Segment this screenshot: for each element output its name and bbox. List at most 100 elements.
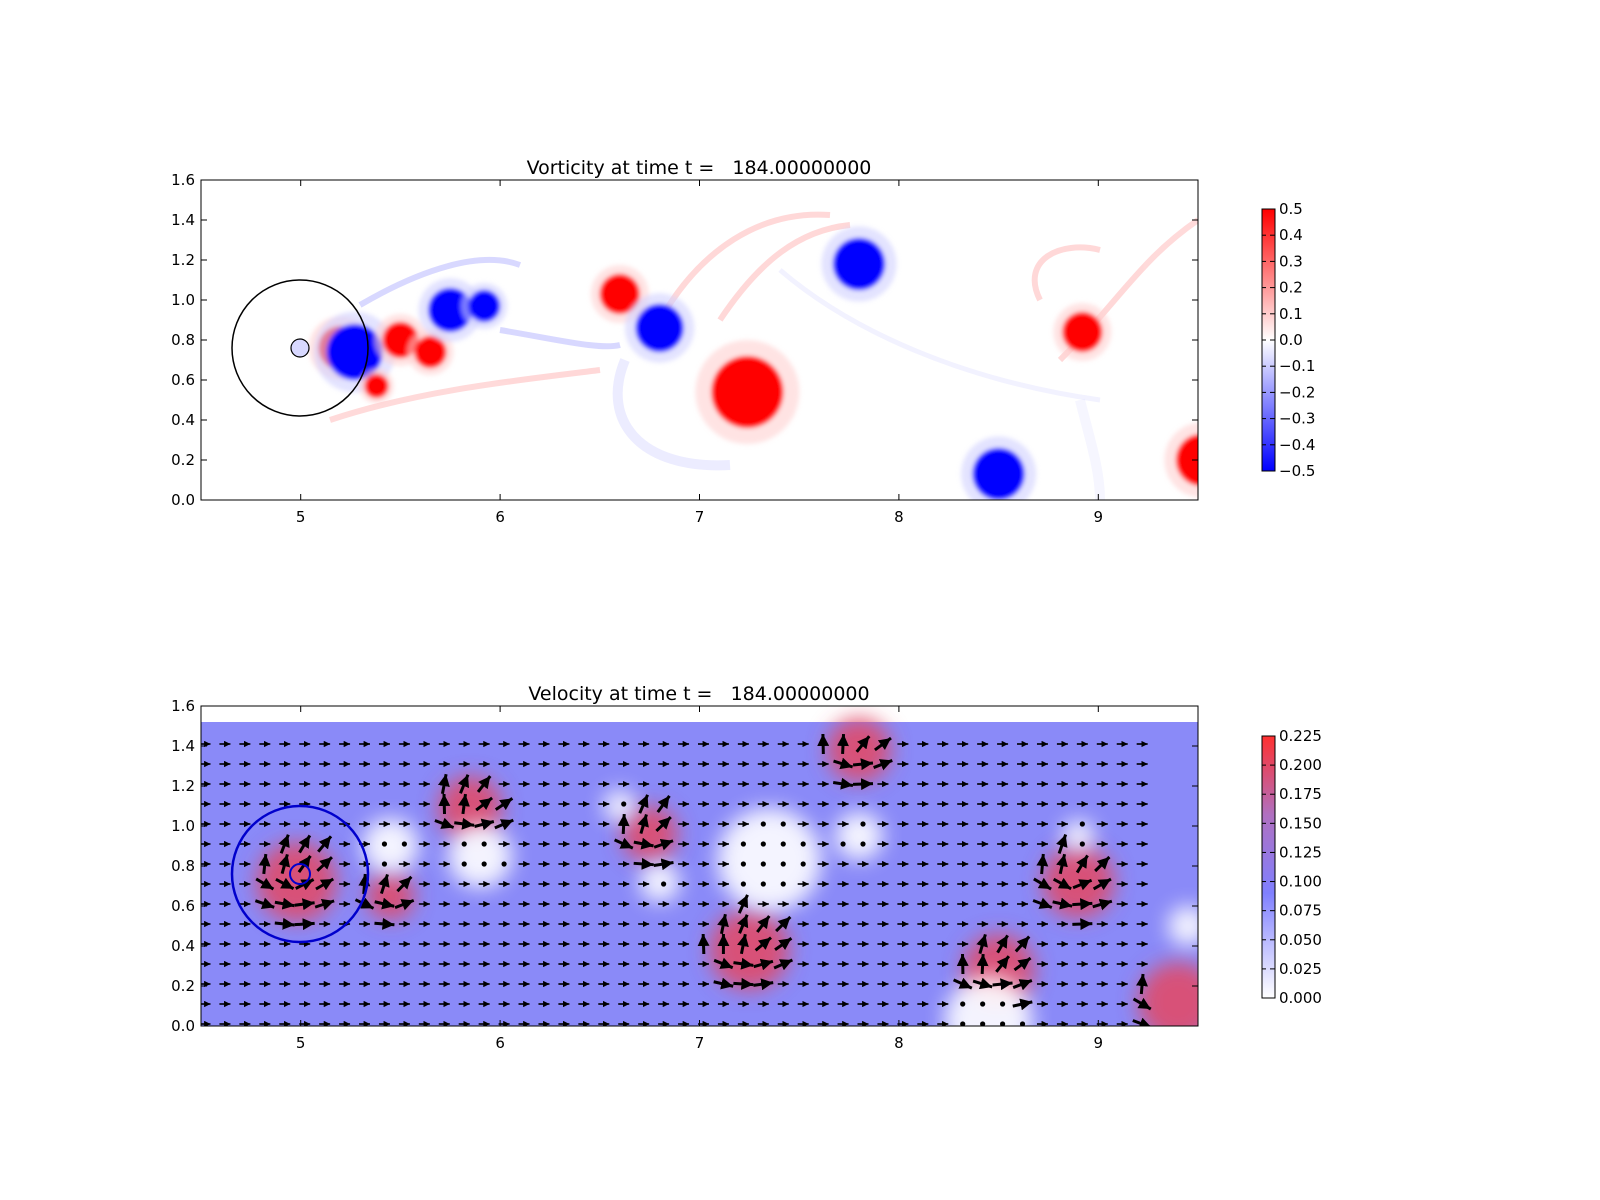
quiver-arrow (315, 877, 335, 891)
quiver-arrow (278, 853, 291, 875)
quiver-arrow (637, 794, 649, 814)
quiver-arrow (457, 774, 470, 794)
stagnation-region (639, 862, 680, 902)
colorbar-tick-label: 0.075 (1279, 902, 1322, 920)
quiver-arrow (1072, 878, 1093, 891)
quiver-dot (1019, 1021, 1026, 1026)
quiver-arrow (316, 856, 333, 872)
quiver-dot (1079, 821, 1085, 827)
quiver-arrow (1052, 897, 1073, 910)
stagnation-region (448, 824, 513, 888)
quiver-arrow (617, 813, 630, 835)
quiver-arrow (992, 978, 1013, 991)
quiver-arrow (358, 873, 371, 895)
x-tick-label: 6 (495, 1034, 505, 1052)
quiver-arrow (378, 874, 390, 894)
quiver-arrow (1132, 997, 1152, 1011)
quiver-dot (760, 881, 766, 887)
quiver-arrow (833, 757, 854, 770)
quiver-arrow (773, 958, 794, 971)
quiver-arrow (438, 793, 451, 815)
colorbar-tick-label: 0.175 (1279, 785, 1322, 803)
x-tick-label: 9 (1094, 1034, 1104, 1052)
quiver-dot (760, 861, 766, 867)
quiver-dot (800, 861, 806, 867)
quiver-arrow (852, 778, 874, 791)
quiver-arrow (1094, 855, 1111, 873)
quiver-arrow (254, 897, 275, 909)
positive-vortex (1176, 434, 1198, 486)
quiver-arrow (713, 957, 734, 970)
quiver-arrow (995, 955, 1011, 973)
quiver-dot (800, 841, 806, 847)
quiver-arrow (754, 936, 772, 952)
high-speed-region (256, 842, 337, 922)
negative-vortex (468, 290, 501, 322)
quiver-dot (740, 861, 746, 867)
outer-circle (231, 279, 369, 417)
quiver-arrow (737, 894, 749, 914)
quiver-arrow (1092, 877, 1112, 891)
quiver-arrow (713, 977, 734, 990)
negative-vortex (428, 288, 473, 332)
body-circles (231, 279, 369, 417)
y-tick-label: 0.6 (171, 897, 195, 915)
y-tick-label: 1.6 (171, 171, 195, 189)
vortex-halo (1164, 422, 1198, 498)
quiver-dot (780, 861, 786, 867)
y-tick-label: 0.0 (171, 1017, 195, 1035)
quiver-arrow (494, 797, 514, 811)
colorbar-tick-label: −0.3 (1279, 410, 1315, 428)
y-tick-label: 0.6 (171, 371, 195, 389)
quiver-arrow (976, 953, 989, 975)
x-tick-label: 7 (695, 1034, 705, 1052)
positive-vortex (711, 356, 784, 428)
cylinder-icon-velocity (289, 863, 311, 885)
body-circles-velocity (230, 804, 370, 944)
quiver-arrow (655, 815, 672, 833)
quiver-dot (621, 801, 627, 807)
stagnation-region (944, 976, 1033, 1026)
velocity-title: Velocity at time t = 184.00000000 (528, 683, 869, 705)
quiver-arrow (1075, 854, 1089, 874)
quiver-arrow (836, 733, 849, 755)
quiver-arrow (454, 817, 475, 830)
vorticity-axes: 5 6 7 8 9 0.0 0.2 0.4 0.6 0.8 1.0 1.2 1.4 1.6 (171, 171, 1198, 526)
quiver-arrow (1013, 956, 1032, 972)
quiver-arrow (258, 853, 271, 875)
velocity-colorbar-gradient (1261, 735, 1276, 999)
quiver-arrow (656, 795, 671, 813)
quiver-arrow (494, 818, 514, 831)
quiver-dot (401, 841, 407, 847)
quiver-arrow (1072, 898, 1093, 911)
vorticity-panel: Vorticity at time t = 184.00000000 (171, 157, 1315, 526)
quiver-dot (960, 1001, 966, 1007)
quiver-arrow (733, 957, 754, 970)
quiver-arrow (297, 854, 312, 874)
quiver-arrow (374, 897, 395, 910)
x-tick-label: 8 (894, 508, 904, 526)
vorticity-title: Vorticity at time t = 184.00000000 (527, 157, 872, 179)
colorbar-tick-label: −0.2 (1279, 383, 1315, 401)
quiver-arrow (855, 735, 871, 753)
quiver-dot (840, 841, 846, 847)
quiver-dot (740, 881, 746, 887)
positive-vortex (1062, 312, 1103, 352)
quiver-arrow (972, 977, 993, 990)
quiver-arrow (976, 933, 988, 955)
y-tick-label: 0.8 (171, 857, 195, 875)
negative-vortex (326, 324, 383, 380)
stagnation-region (603, 790, 636, 822)
quiver-arrow (274, 917, 295, 930)
quiver-dot (780, 841, 786, 847)
quiver-dot (740, 841, 746, 847)
y-tick-label: 1.4 (171, 211, 195, 229)
quiver-arrow (396, 875, 413, 893)
quiver-arrow (394, 899, 415, 911)
stagnation-region (1168, 906, 1198, 946)
quiver-arrow (737, 914, 749, 934)
colorbar-tick-label: 0.1 (1279, 305, 1303, 323)
colorbar-tick-label: −0.1 (1279, 357, 1315, 375)
high-speed-region (1138, 962, 1198, 1026)
colorbar-tick-label: −0.4 (1279, 436, 1315, 454)
